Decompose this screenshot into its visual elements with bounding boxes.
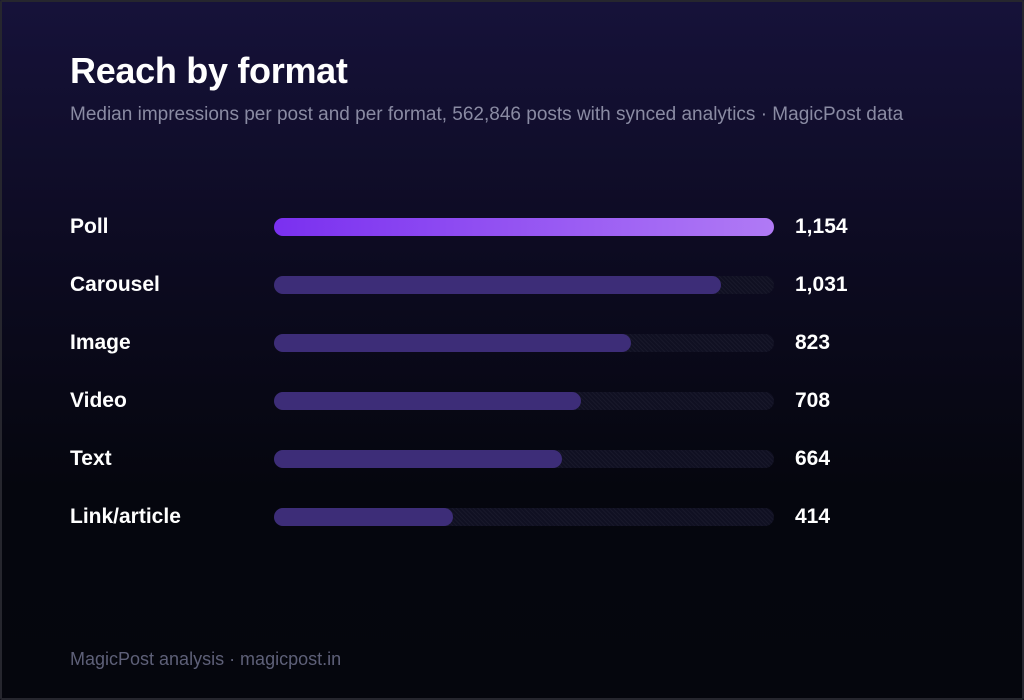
- bar: [274, 334, 631, 352]
- category-label: Text: [70, 447, 112, 470]
- value-label: 1,154: [795, 215, 848, 238]
- bar-row: Image 823: [70, 324, 930, 364]
- category-label: Poll: [70, 215, 109, 238]
- value-label: 708: [795, 389, 831, 412]
- bar-row: Link/article 414: [70, 498, 930, 538]
- bar-track: [274, 276, 774, 294]
- value-label: 1,031: [795, 273, 848, 296]
- value-label: 823: [795, 331, 831, 354]
- category-label: Video: [70, 389, 127, 412]
- category-label: Link/article: [70, 505, 181, 528]
- bar-row: Carousel 1,031: [70, 266, 930, 306]
- bar: [274, 508, 453, 526]
- bar-track: [274, 450, 774, 468]
- bar: [274, 276, 721, 294]
- bar-track: [274, 218, 774, 236]
- bar-track: [274, 392, 774, 410]
- value-label: 664: [795, 447, 831, 470]
- category-label: Carousel: [70, 273, 160, 296]
- value-label: 414: [795, 505, 831, 528]
- bar: [274, 450, 562, 468]
- footer-credit: MagicPost analysis · magicpost.in: [70, 649, 342, 669]
- bar: [274, 392, 581, 410]
- chart-subtitle: Median impressions per post and per form…: [70, 104, 904, 125]
- bar-track: [274, 508, 774, 526]
- bar: [274, 218, 774, 236]
- chart-title: Reach by format: [70, 50, 348, 91]
- bar-track: [274, 334, 774, 352]
- bar-row: Poll 1,154: [70, 208, 930, 248]
- bar-row: Text 664: [70, 440, 930, 480]
- bar-row: Video 708: [70, 382, 930, 422]
- category-label: Image: [70, 331, 131, 354]
